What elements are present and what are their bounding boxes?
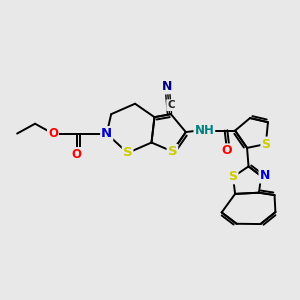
Text: S: S <box>229 170 238 183</box>
Text: NH: NH <box>194 124 214 137</box>
Text: N: N <box>260 169 270 182</box>
Text: S: S <box>261 137 270 151</box>
Text: S: S <box>123 146 132 160</box>
Text: S: S <box>168 145 177 158</box>
Text: O: O <box>48 127 58 140</box>
Text: O: O <box>222 144 232 158</box>
Text: N: N <box>162 80 172 93</box>
Text: N: N <box>101 127 112 140</box>
Text: C: C <box>167 100 175 110</box>
Text: O: O <box>72 148 82 161</box>
